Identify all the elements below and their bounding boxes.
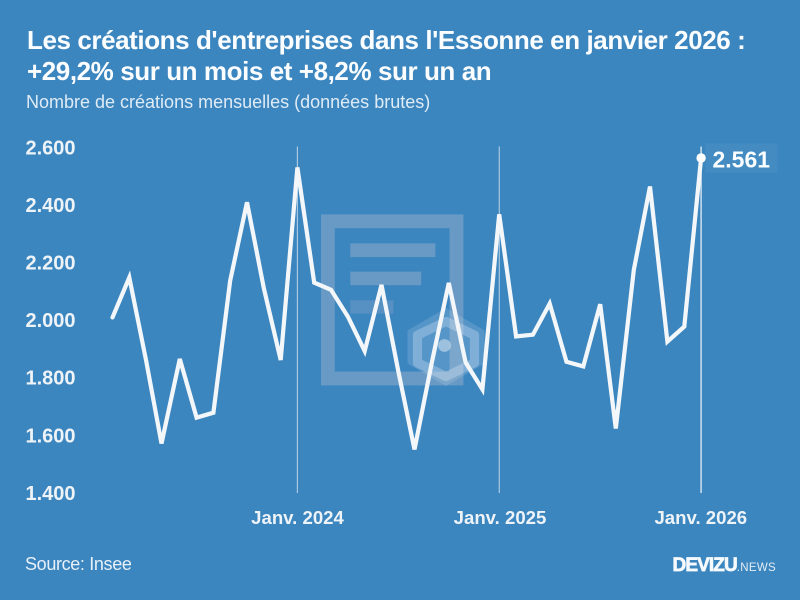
svg-text:1.400: 1.400 <box>26 483 76 505</box>
svg-text:2.561: 2.561 <box>713 147 771 173</box>
svg-text:1.600: 1.600 <box>26 425 76 447</box>
svg-text:2.000: 2.000 <box>26 310 76 332</box>
svg-text:Janv. 2026: Janv. 2026 <box>654 507 747 528</box>
svg-text:2.200: 2.200 <box>26 253 76 275</box>
svg-text:1.800: 1.800 <box>26 368 76 390</box>
svg-text:2.400: 2.400 <box>26 195 76 217</box>
svg-text:Janv. 2024: Janv. 2024 <box>251 507 344 528</box>
svg-text:2.600: 2.600 <box>26 138 76 160</box>
svg-text:Janv. 2025: Janv. 2025 <box>454 507 547 528</box>
